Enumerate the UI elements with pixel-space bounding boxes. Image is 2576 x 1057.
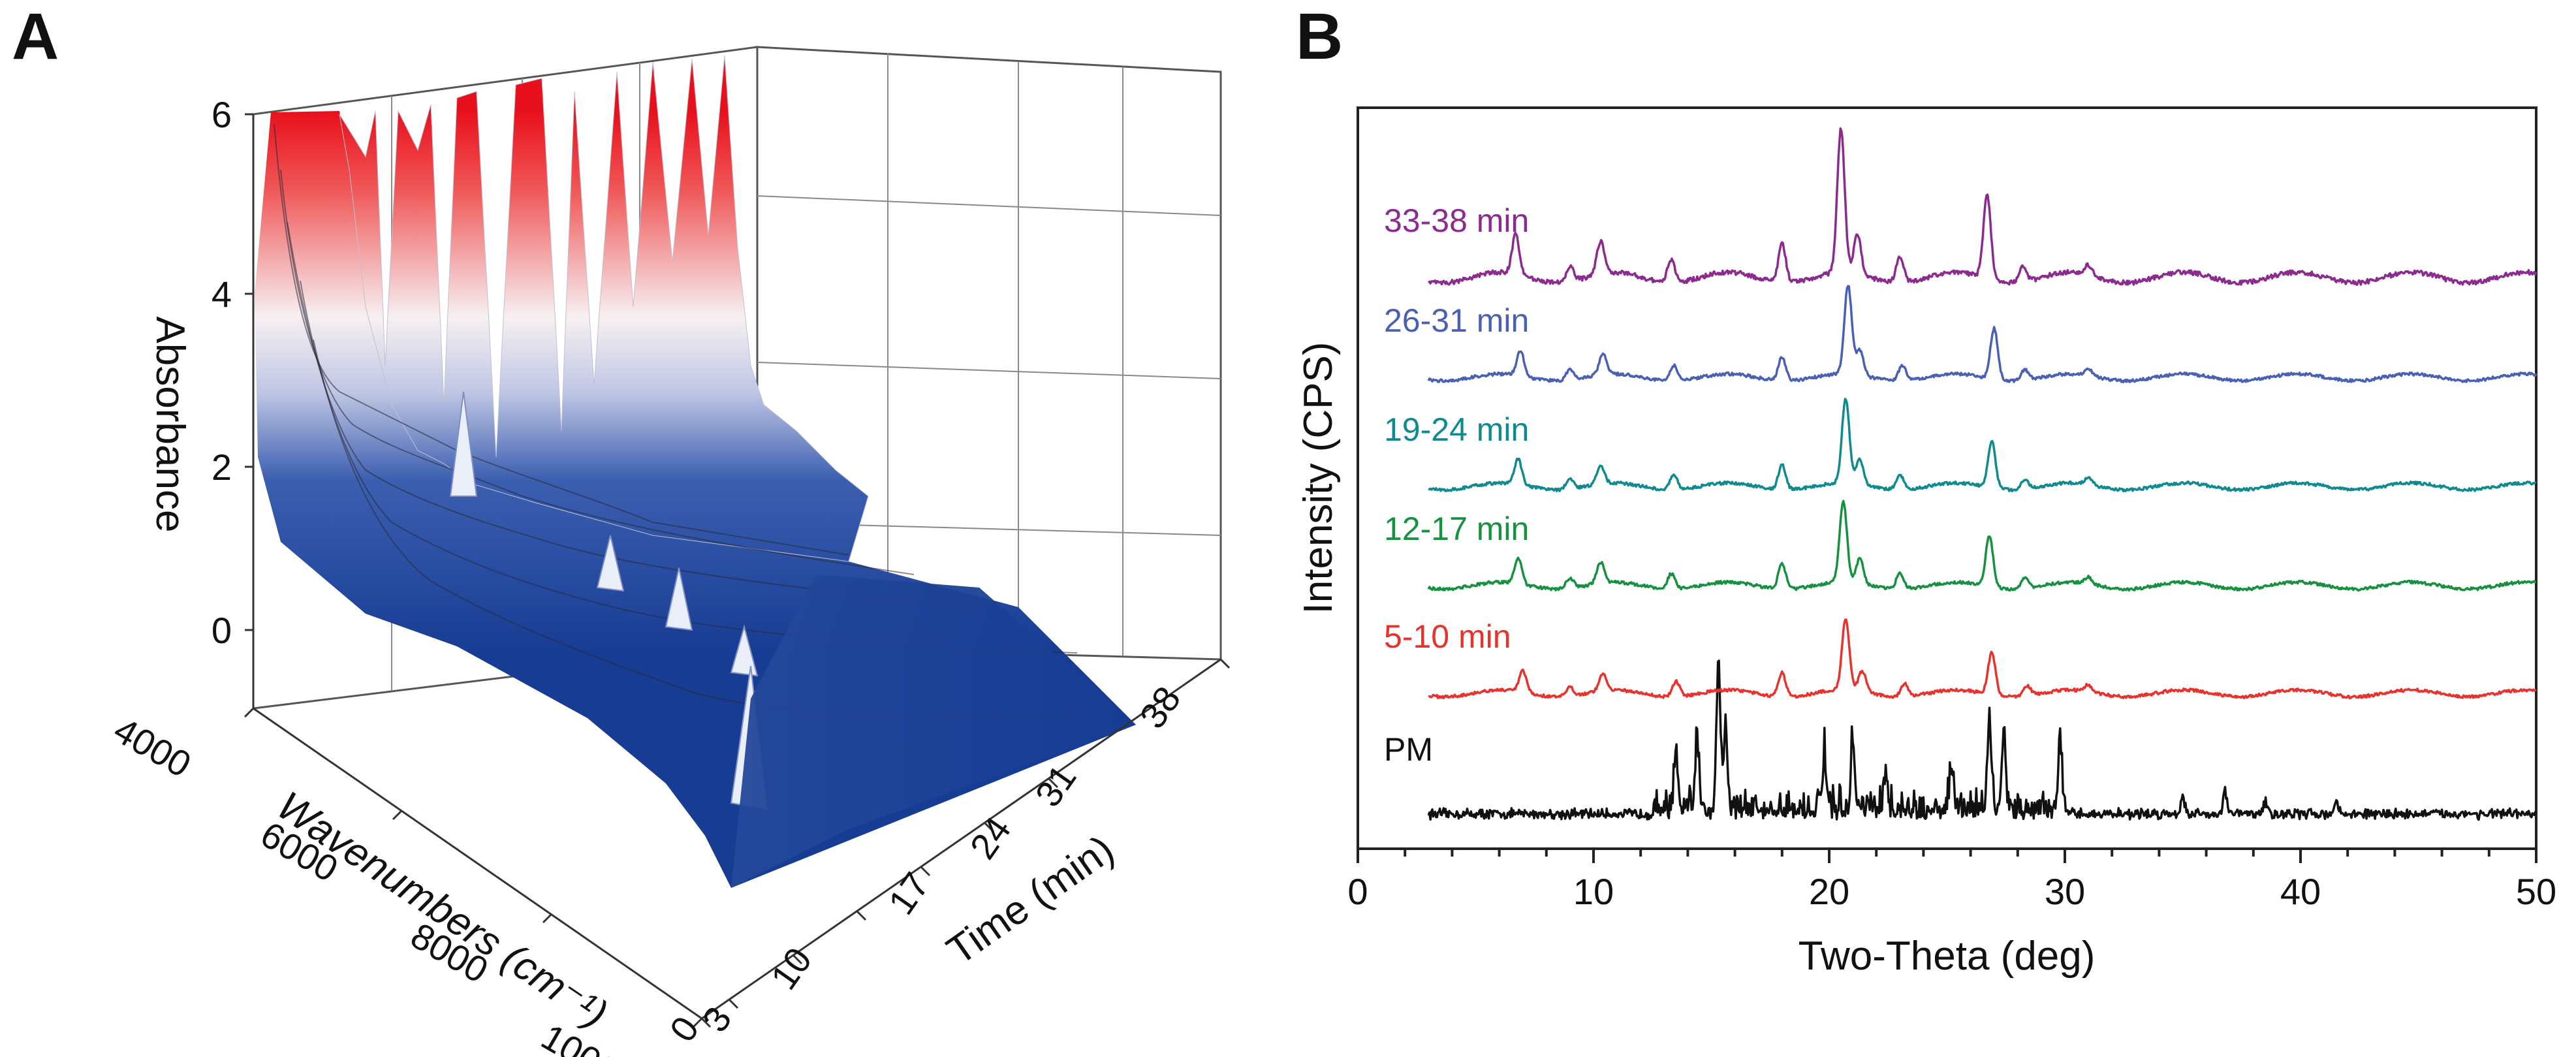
surface-peaks <box>339 55 869 562</box>
xrd-series-pm <box>1427 659 2537 821</box>
xrd-series-5-10-min <box>1428 618 2537 699</box>
series-label: 12-17 min <box>1384 511 1529 547</box>
xrd-labels-group: PM 5-10 min 12-17 min 19-24 min 26-31 min 33-… <box>1384 202 1529 768</box>
panel-b-x-axis-title: Two-Theta (deg) <box>1798 934 2096 979</box>
z-axis-title: Absorbance <box>148 317 193 533</box>
series-label: 33-38 min <box>1384 202 1529 239</box>
z-tick-label: 0 <box>212 610 232 651</box>
panel-b-chart: PM 5-10 min 12-17 min 19-24 min 26-31 min 33-… <box>1296 106 2556 979</box>
series-label: 26-31 min <box>1384 302 1529 339</box>
x-axis-ticks: 0 10 20 30 40 50 <box>1347 849 2556 912</box>
surface-floor <box>731 575 1136 888</box>
panel-a-3d-surface: 6 4 2 0 Absorbance 4000 6000 8000 10000 … <box>107 46 1231 1057</box>
x-tick-label: 50 <box>2516 871 2556 912</box>
x-tick-label: 0 <box>1347 871 1368 912</box>
panel-b-letter: B <box>1296 0 1343 73</box>
x-axis-title: Wavenumbers (cm⁻¹) <box>269 783 615 1037</box>
xrd-series-26-31-min <box>1427 285 2537 384</box>
x-tick-label: 30 <box>2045 871 2085 912</box>
z-tick-label: 4 <box>212 274 232 315</box>
x-axis-ticks <box>243 707 703 1028</box>
x-tick-label: 4000 <box>107 709 198 785</box>
y-axis-title: Time (min) <box>939 827 1122 973</box>
series-label: 5-10 min <box>1384 618 1511 655</box>
z-tick-label: 6 <box>212 94 232 135</box>
xrd-series-19-24-min <box>1428 398 2537 493</box>
y-tick-label: 31 <box>1027 757 1084 814</box>
plot-frame <box>1357 106 2537 850</box>
z-axis-ticks <box>245 113 253 631</box>
x-tick-label: 40 <box>2280 871 2321 912</box>
y-tick-label: 24 <box>962 810 1018 866</box>
y-axis-ticks <box>700 658 1231 1028</box>
y-axis-line <box>701 658 1221 1020</box>
x-axis-line <box>253 707 702 1020</box>
xrd-series-33-38-min <box>1427 127 2537 286</box>
x-tick-label: 10 <box>1573 871 1614 912</box>
series-label: 19-24 min <box>1384 411 1529 448</box>
panel-b-y-axis-title: Intensity (CPS) <box>1296 342 1341 614</box>
xrd-series-group <box>1427 127 2537 821</box>
z-tick-label: 2 <box>212 447 232 488</box>
y-tick-label: 10 <box>762 940 819 997</box>
x-tick-label: 20 <box>1809 871 1849 912</box>
xrd-series-12-17-min <box>1427 499 2537 592</box>
panel-a-letter: A <box>12 0 59 73</box>
series-label: PM <box>1384 731 1433 768</box>
